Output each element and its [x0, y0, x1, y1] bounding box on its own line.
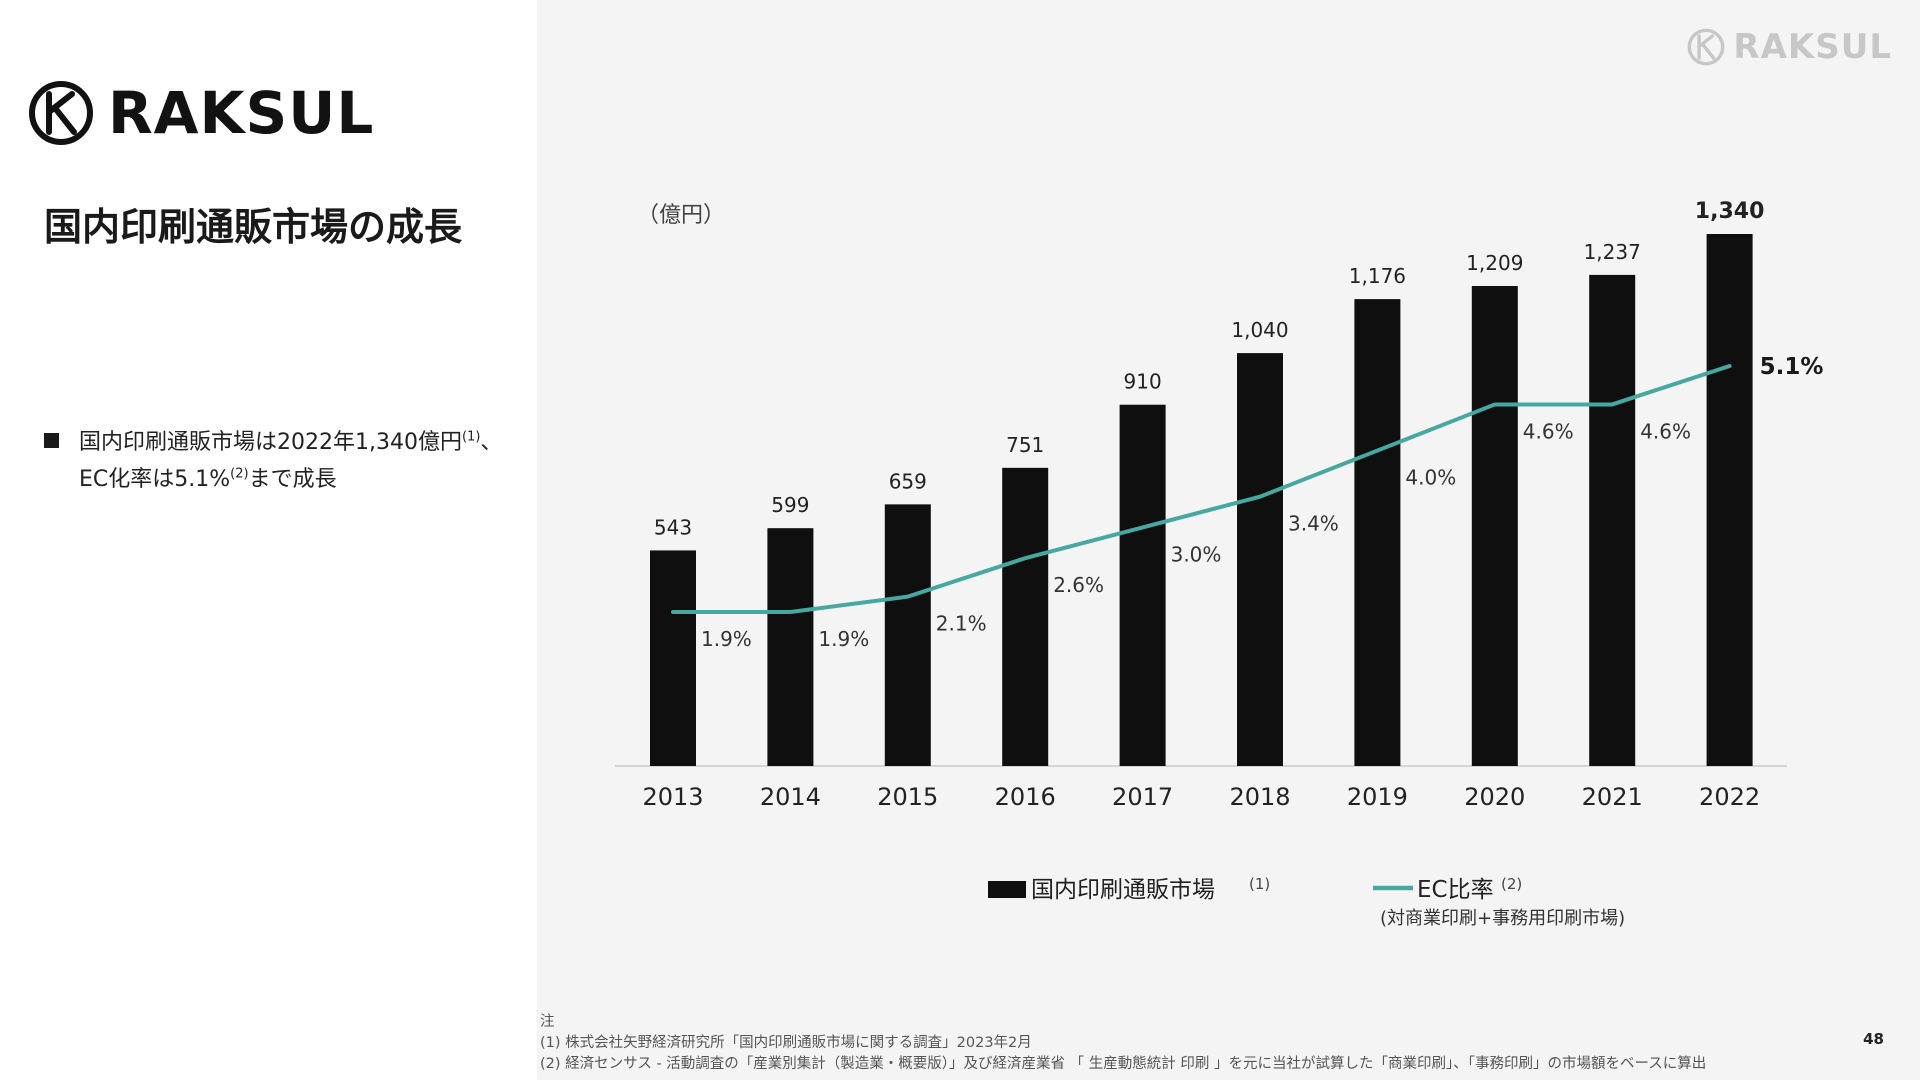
footnote-2: (2) 経済センサス - 活動調査の「産業別集計（製造業・概要版）」及び経済産業… [540, 1056, 1707, 1072]
bar-label-2020: 1,209 [1466, 251, 1523, 275]
footnote-heading: 注 [540, 1014, 555, 1030]
line-label-2020: 4.6% [1523, 419, 1574, 443]
bar-label-2013: 543 [654, 515, 692, 539]
bar-label-2022: 1,340 [1695, 199, 1765, 224]
bullet-square-icon [44, 433, 59, 448]
bar-label-2019: 1,176 [1349, 264, 1406, 288]
bar-2021 [1589, 274, 1636, 766]
legend-line-footnote: (2) [1501, 875, 1522, 893]
bar-label-2015: 659 [889, 469, 927, 493]
footnote-1: (1) 株式会社矢野経済研究所「国内印刷通販市場に関する調査」2023年2月 [540, 1035, 1032, 1051]
bar-label-2017: 910 [1124, 370, 1162, 394]
bar-label-2021: 1,237 [1584, 240, 1641, 264]
bar-label-2014: 599 [771, 493, 809, 517]
bar-2013 [650, 550, 696, 766]
summary-text-b: 、EC化率は5.1% [79, 430, 503, 492]
bar-2014 [767, 528, 814, 766]
summary-text-a: 国内印刷通販市場は2022年1,340億円 [79, 430, 462, 455]
x-tick-2015: 2015 [877, 783, 938, 811]
legend-bar-swatch [988, 881, 1026, 898]
line-label-2013: 1.9% [701, 627, 752, 651]
summary-text: 国内印刷通販市場は2022年1,340億円(1)、EC化率は5.1%(2)まで成… [44, 424, 514, 498]
x-tick-2016: 2016 [995, 783, 1056, 811]
page-title: 国内印刷通販市場の成長 [44, 205, 463, 249]
raksul-corner-logo: RAKSUL [1687, 28, 1892, 66]
bar-2020 [1471, 286, 1518, 766]
x-tick-2018: 2018 [1229, 783, 1290, 811]
line-label-2022: 5.1% [1760, 354, 1824, 380]
bar-2019 [1354, 299, 1401, 766]
legend-bar-footnote: (1) [1249, 875, 1270, 893]
bar-2015 [884, 504, 931, 766]
x-tick-2021: 2021 [1582, 783, 1643, 811]
x-tick-2020: 2020 [1464, 783, 1525, 811]
left-panel [0, 0, 537, 1080]
summary-footnote-2: (2) [230, 466, 249, 482]
raksul-corner-logo-icon [1687, 28, 1725, 66]
raksul-logo-text: RAKSUL [108, 79, 375, 147]
legend-bar-label: 国内印刷通販市場 [1031, 877, 1215, 903]
bar-2016 [1002, 467, 1049, 766]
market-chart: （億円） 543 2013 599 2014 659 2015 751 2016 910 2017 1… [615, 199, 1824, 929]
bar-2018 [1237, 353, 1283, 766]
summary-text-c: まで成長 [248, 467, 337, 492]
bar-2022 [1706, 234, 1753, 766]
line-label-2018: 3.4% [1288, 512, 1339, 536]
legend-line-label: EC比率 [1417, 877, 1494, 903]
bar-label-2018: 1,040 [1231, 318, 1288, 342]
raksul-logo-icon [29, 81, 93, 145]
x-tick-2017: 2017 [1112, 783, 1173, 811]
x-tick-2022: 2022 [1699, 783, 1760, 811]
line-label-2019: 4.0% [1405, 466, 1456, 490]
unit-label: （億円） [637, 203, 725, 228]
ec-ratio-line [671, 364, 1732, 614]
raksul-corner-logo-text: RAKSUL [1733, 27, 1892, 67]
bar-label-2016: 751 [1006, 433, 1044, 457]
line-label-2015: 2.1% [936, 612, 987, 636]
x-tick-2019: 2019 [1347, 783, 1408, 811]
line-label-2014: 1.9% [818, 627, 869, 651]
summary-bullet: 国内印刷通販市場は2022年1,340億円(1)、EC化率は5.1%(2)まで成… [44, 424, 514, 498]
line-label-2016: 2.6% [1053, 573, 1104, 597]
line-label-2017: 3.0% [1171, 542, 1222, 566]
x-tick-2013: 2013 [642, 783, 703, 811]
raksul-logo: RAKSUL [28, 80, 374, 146]
bar-2017 [1119, 404, 1166, 766]
line-label-2021: 4.6% [1640, 419, 1691, 443]
legend-line-sublabel: (対商業印刷+事務用印刷市場) [1380, 908, 1625, 929]
summary-footnote-1: (1) [461, 429, 481, 445]
page-number: 48 [1863, 1030, 1884, 1048]
x-tick-2014: 2014 [760, 783, 821, 811]
footnotes: 注 (1) 株式会社矢野経済研究所「国内印刷通販市場に関する調査」2023年2月… [540, 1012, 1706, 1075]
